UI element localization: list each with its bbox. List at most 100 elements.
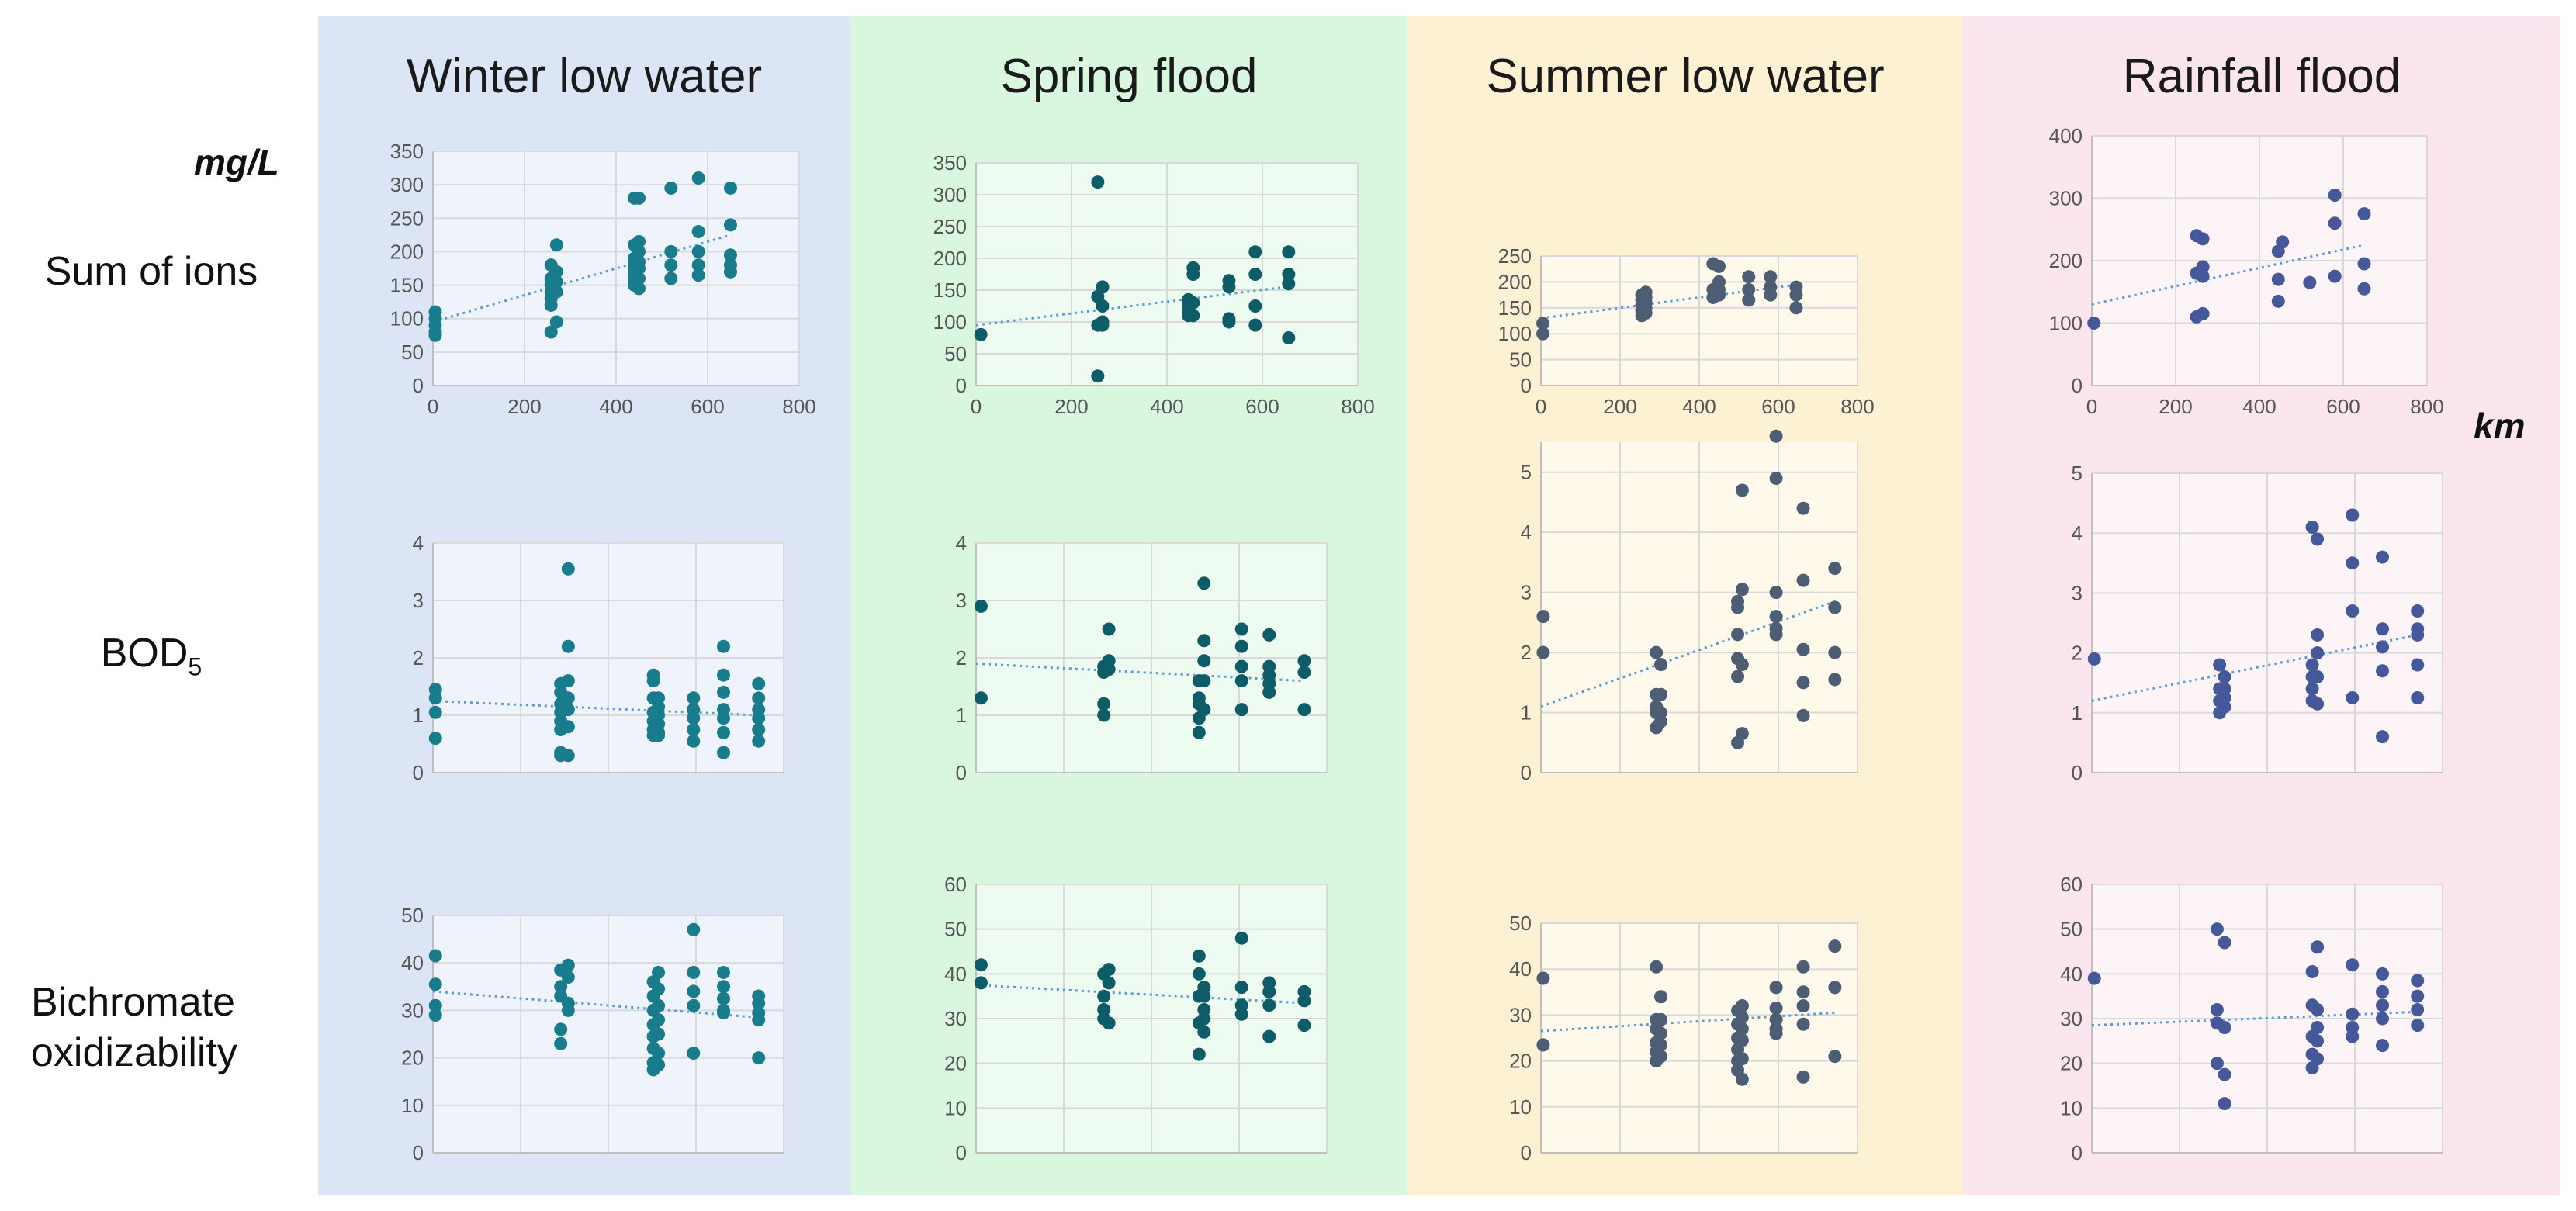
data-point [2328,216,2342,230]
data-point [2305,658,2319,672]
y-tick-label: 0 [2072,761,2083,784]
data-point [717,980,731,994]
row-label-bichromate-oxidizability: Bichromate oxidizability [31,980,237,1075]
data-point [632,244,646,258]
data-point [691,258,705,272]
data-point [1262,1029,1276,1043]
data-point [687,711,701,725]
data-point [632,234,646,248]
data-point [1536,610,1550,624]
data-point [691,171,705,185]
y-tick-label: 100 [2049,312,2083,335]
data-point [1282,268,1296,281]
data-point [2218,936,2231,950]
data-point [1828,1050,1842,1064]
x-tick-label: 600 [1761,395,1795,418]
data-point [1712,259,1726,273]
data-point [549,238,563,252]
y-tick-label: 4 [2072,521,2083,545]
data-point [2411,658,2425,672]
data-point [2218,1021,2231,1035]
data-point [1796,1070,1810,1084]
trend-line [975,662,1302,683]
y-tick-label: 3 [956,589,967,612]
data-point [1769,471,1783,485]
data-point [561,703,575,717]
data-point [1282,277,1296,291]
chart-ions-rainfall: 0 100 200 300 400 0 200 400 600 800 [2049,124,2444,418]
data-point [1650,960,1664,974]
data-point [2376,1039,2390,1053]
trend-line [2091,1010,2418,1027]
data-point [2305,520,2319,534]
data-point [2346,1007,2360,1021]
data-point [1234,931,1248,945]
data-point [1796,960,1810,974]
data-point [1234,981,1248,995]
data-point [2411,974,2425,988]
data-point [2411,1019,2425,1033]
x-tick-label: 200 [507,395,541,418]
y-tick-label: 50 [944,342,967,365]
data-point [1653,1026,1667,1040]
y-tick-label: 40 [1509,957,1532,981]
data-point [2376,730,2390,744]
data-point [752,711,766,725]
data-point [561,1003,575,1017]
data-point [1735,1022,1749,1036]
data-point [1796,501,1810,515]
season-title-winter: Winter low water [406,50,763,103]
data-point [2305,964,2319,978]
data-point [1192,949,1206,963]
data-point [2087,971,2101,985]
data-point [2346,508,2360,522]
data-point [974,599,988,613]
y-tick-label: 150 [1498,296,1532,320]
data-point [1731,600,1745,614]
data-point [717,711,731,725]
season-title-spring: Spring flood [1000,50,1258,103]
y-tick-label: 10 [2060,1096,2083,1119]
data-point [664,244,678,258]
data-point [1650,645,1664,659]
data-point [1742,293,1756,307]
data-point [1769,981,1783,995]
data-point [1102,622,1116,636]
data-point [1248,268,1262,281]
data-point [2376,967,2390,981]
data-point [2411,628,2425,642]
y-tick-label: 1 [413,704,424,727]
data-point [1297,666,1311,679]
y-tick-label: 20 [2060,1052,2083,1075]
data-point [2357,282,2371,296]
y-tick-label: 50 [401,904,424,927]
data-point [1796,999,1810,1013]
data-point [2276,235,2290,249]
data-point [2311,628,2325,642]
y-tick-label: 200 [2049,249,2083,272]
y-tick-label: 0 [2072,1141,2083,1164]
data-point [1828,981,1842,995]
y-tick-label: 60 [944,873,967,896]
data-point [1653,1012,1667,1026]
x-tick-label: 800 [1341,395,1374,418]
data-point [2196,269,2210,283]
data-point [1735,727,1749,741]
chart-bichromate-summer: 0 10 20 30 40 50 [1509,912,1858,1164]
y-tick-label: 300 [2049,187,2083,210]
data-point [1769,1012,1783,1026]
data-point [428,998,442,1012]
data-point [1828,600,1842,614]
data-point [2271,294,2285,308]
trend-line [432,234,731,324]
trend-line [975,285,1286,327]
x-tick-label: 200 [2159,395,2192,418]
y-tick-label: 0 [1521,761,1532,784]
data-point [652,965,666,979]
y-unit-label: mg/L [194,142,279,182]
y-tick-label: 1 [1521,701,1532,725]
data-point [1796,573,1810,587]
x-tick-label: 200 [1603,395,1636,418]
data-point [652,1027,666,1041]
data-point [717,746,731,759]
